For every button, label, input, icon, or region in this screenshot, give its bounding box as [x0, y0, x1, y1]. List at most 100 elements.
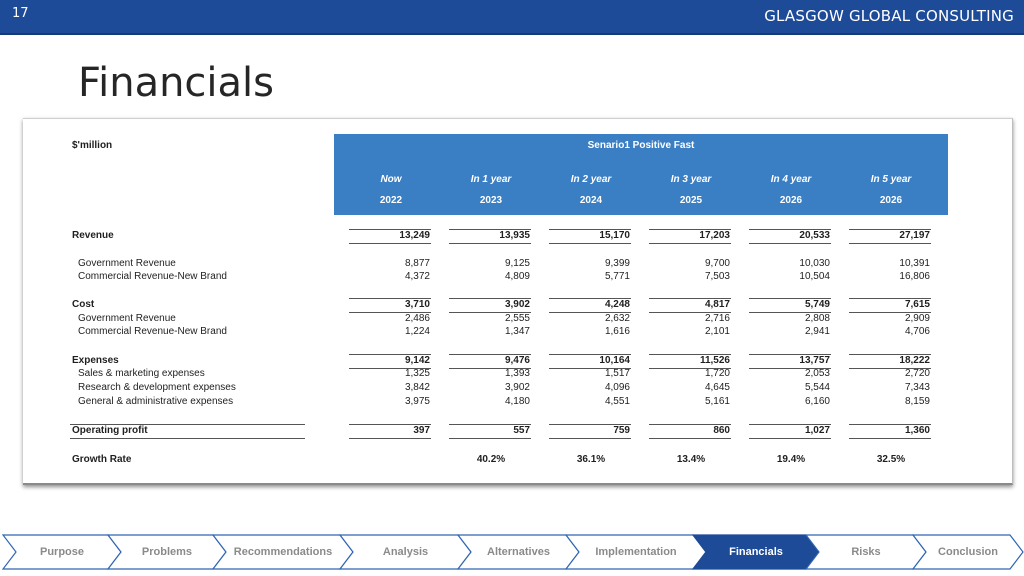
- table-cell: 32.5%: [876, 454, 906, 465]
- column-year: 2026: [779, 195, 803, 206]
- table-cell: 15,170: [599, 230, 630, 241]
- table-cell: 2,555: [504, 313, 530, 324]
- table-cell: 759: [613, 425, 630, 436]
- table-cell: 8,877: [404, 258, 430, 269]
- table-rule: [549, 312, 631, 313]
- table-cell: 11,526: [699, 355, 730, 366]
- table-cell: 1,360: [904, 425, 930, 436]
- table-rule: [749, 354, 831, 355]
- column-year: 2023: [479, 195, 503, 206]
- section-navigation: Purpose Problems Recommendations Analysis Al…: [0, 534, 1024, 572]
- nav-item-label: Risks: [851, 546, 881, 558]
- table-cell: 19.4%: [776, 454, 806, 465]
- table-rule: [849, 229, 931, 230]
- table-rule: [349, 229, 431, 230]
- table-rule: [749, 368, 831, 369]
- table-cell: 4,180: [504, 396, 530, 407]
- row-label: Expenses: [72, 355, 119, 366]
- nav-item-implementation[interactable]: Implementation: [565, 534, 707, 570]
- table-cell: 16,806: [899, 271, 930, 282]
- table-rule: [849, 368, 931, 369]
- table-rule: [849, 438, 931, 439]
- table-rule: [449, 438, 531, 439]
- table-rule: [849, 424, 931, 425]
- table-cell: 4,096: [604, 382, 630, 393]
- table-rule: [349, 312, 431, 313]
- slide-number: 17: [12, 6, 29, 21]
- table-cell: 3,975: [404, 396, 430, 407]
- page-title: Financials: [78, 60, 274, 106]
- table-cell: 860: [713, 425, 730, 436]
- table-rule: [70, 424, 305, 425]
- table-rule: [749, 312, 831, 313]
- nav-item-recommendations[interactable]: Recommendations: [212, 534, 354, 570]
- nav-item-label: Purpose: [39, 546, 84, 558]
- table-rule: [449, 298, 531, 299]
- top-banner: 17 GLASGOW GLOBAL CONSULTING: [0, 0, 1024, 35]
- column-period: In 4 year: [770, 174, 812, 185]
- nav-item-conclusion[interactable]: Conclusion: [912, 534, 1024, 570]
- nav-item-financials[interactable]: Financials: [692, 534, 820, 570]
- table-rule: [349, 438, 431, 439]
- table-rule: [649, 424, 731, 425]
- nav-item-problems[interactable]: Problems: [107, 534, 227, 570]
- table-cell: 7,343: [904, 382, 930, 393]
- table-rule: [349, 424, 431, 425]
- nav-item-label: Implementation: [595, 546, 677, 558]
- nav-item-label: Recommendations: [233, 546, 333, 558]
- nav-item-label: Analysis: [382, 546, 429, 558]
- table-rule: [649, 354, 731, 355]
- table-rule: [449, 229, 531, 230]
- table-rule: [649, 438, 731, 439]
- table-header-band: [334, 134, 948, 215]
- table-rule: [749, 243, 831, 244]
- table-cell: 10,391: [899, 258, 930, 269]
- table-cell: 9,125: [504, 258, 530, 269]
- table-rule: [549, 243, 631, 244]
- table-cell: 1,027: [804, 425, 830, 436]
- row-label: Commercial Revenue-New Brand: [78, 326, 227, 337]
- column-year: 2025: [679, 195, 703, 206]
- table-rule: [749, 424, 831, 425]
- table-rule: [549, 354, 631, 355]
- nav-item-risks[interactable]: Risks: [805, 534, 927, 570]
- table-rule: [349, 368, 431, 369]
- table-cell: 1,720: [704, 368, 730, 379]
- table-cell: 5,161: [704, 396, 730, 407]
- row-label: Sales & marketing expenses: [78, 368, 205, 379]
- table-cell: 8,159: [904, 396, 930, 407]
- table-cell: 3,710: [404, 299, 430, 310]
- scenario-title: Senario1 Positive Fast: [587, 140, 695, 151]
- table-rule: [449, 312, 531, 313]
- table-cell: 9,700: [704, 258, 730, 269]
- nav-item-analysis[interactable]: Analysis: [339, 534, 472, 570]
- table-cell: 40.2%: [476, 454, 506, 465]
- table-cell: 10,164: [599, 355, 630, 366]
- table-rule: [549, 424, 631, 425]
- table-rule: [649, 368, 731, 369]
- table-rule: [549, 368, 631, 369]
- table-cell: 4,551: [604, 396, 630, 407]
- row-label: Growth Rate: [72, 454, 132, 465]
- table-cell: 1,325: [404, 368, 430, 379]
- nav-item-label: Financials: [729, 546, 783, 558]
- table-cell: 9,142: [404, 355, 430, 366]
- table-cell: 2,941: [804, 326, 830, 337]
- table-cell: 4,706: [904, 326, 930, 337]
- table-cell: 3,842: [404, 382, 430, 393]
- table-cell: 13,757: [799, 355, 830, 366]
- table-cell: 5,544: [804, 382, 830, 393]
- table-cell: 13.4%: [676, 454, 706, 465]
- row-label: General & administrative expenses: [78, 396, 234, 407]
- nav-item-alternatives[interactable]: Alternatives: [457, 534, 580, 570]
- unit-label: $'million: [72, 140, 113, 151]
- table-rule: [549, 229, 631, 230]
- table-rule: [549, 298, 631, 299]
- table-cell: 4,372: [404, 271, 430, 282]
- nav-item-label: Conclusion: [938, 546, 998, 558]
- nav-item-purpose[interactable]: Purpose: [2, 534, 122, 570]
- table-cell: 5,749: [804, 299, 830, 310]
- table-cell: 4,809: [504, 271, 530, 282]
- nav-chevron-shape: [912, 534, 1024, 570]
- table-rule: [70, 438, 305, 439]
